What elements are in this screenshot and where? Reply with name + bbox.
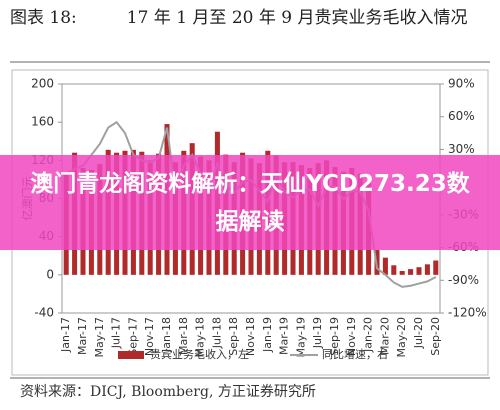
x-tick-label: Mar-18 [177,317,190,355]
x-tick-label: Mar-17 [76,317,89,355]
chart-title: 17 年 1 月至 20 年 9 月贵宾业务毛收入情况 [126,8,468,28]
y-tick-label: 0 [46,267,54,281]
x-tick-label: Mar-20 [378,317,391,355]
x-tick-label: Jan-19 [261,317,274,353]
x-tick-label: Jul-18 [210,317,223,349]
legend-label: 同比增速，右 [322,347,388,361]
bar [424,264,430,275]
x-tick-label: Jan-17 [59,317,72,353]
x-tick-label: May-20 [395,317,408,358]
bar [408,269,414,275]
legend-label: 贵宾业务毛收入，左 [150,347,249,361]
bar [416,267,422,275]
x-tick-label: Nov-18 [244,317,257,356]
x-tick-label: May-18 [194,317,207,358]
bar [433,260,439,275]
x-tick-label: Jan-20 [362,317,375,353]
x-tick-label: Sep-17 [126,317,139,356]
source: 资料来源：DICJ, Bloomberg, 方正证券研究所 [20,384,316,400]
x-tick-label: Mar-19 [278,317,291,355]
y-tick-label: -40 [34,306,54,320]
y2-tick-label: 90% [448,77,475,91]
x-tick-label: May-17 [93,317,106,358]
y2-tick-label: -90% [448,273,479,287]
x-tick-label: Jan-18 [160,317,173,353]
x-tick-label: Sep-18 [227,317,240,356]
y2-tick-label: 30% [448,142,475,156]
y-tick-label: 200 [31,77,54,91]
y2-tick-label: 60% [448,109,475,123]
x-tick-label: Sep-19 [328,317,341,356]
title: 图表 18: 17 年 1 月至 20 年 9 月贵宾业务毛收入情况 [10,4,480,32]
y-tick-label: 160 [31,115,54,129]
x-tick-label: May-19 [294,317,307,358]
legend-swatch [118,351,144,359]
x-tick-label: Jul-19 [311,317,324,349]
x-tick-label: Nov-19 [345,317,358,356]
bar [399,271,405,275]
x-tick-label: Sep-20 [429,317,442,356]
bar [382,257,388,275]
figure-label: 图表 18: [10,8,77,28]
x-tick-label: Nov-17 [143,317,156,356]
banner: 澳门青龙阁资料解析：天仙YCD273.23数据解读 [0,155,500,250]
y2-tick-label: -120% [448,306,487,320]
bar [391,265,397,275]
x-tick-label: Jul-20 [412,317,425,349]
x-tick-label: Jul-17 [110,317,123,349]
